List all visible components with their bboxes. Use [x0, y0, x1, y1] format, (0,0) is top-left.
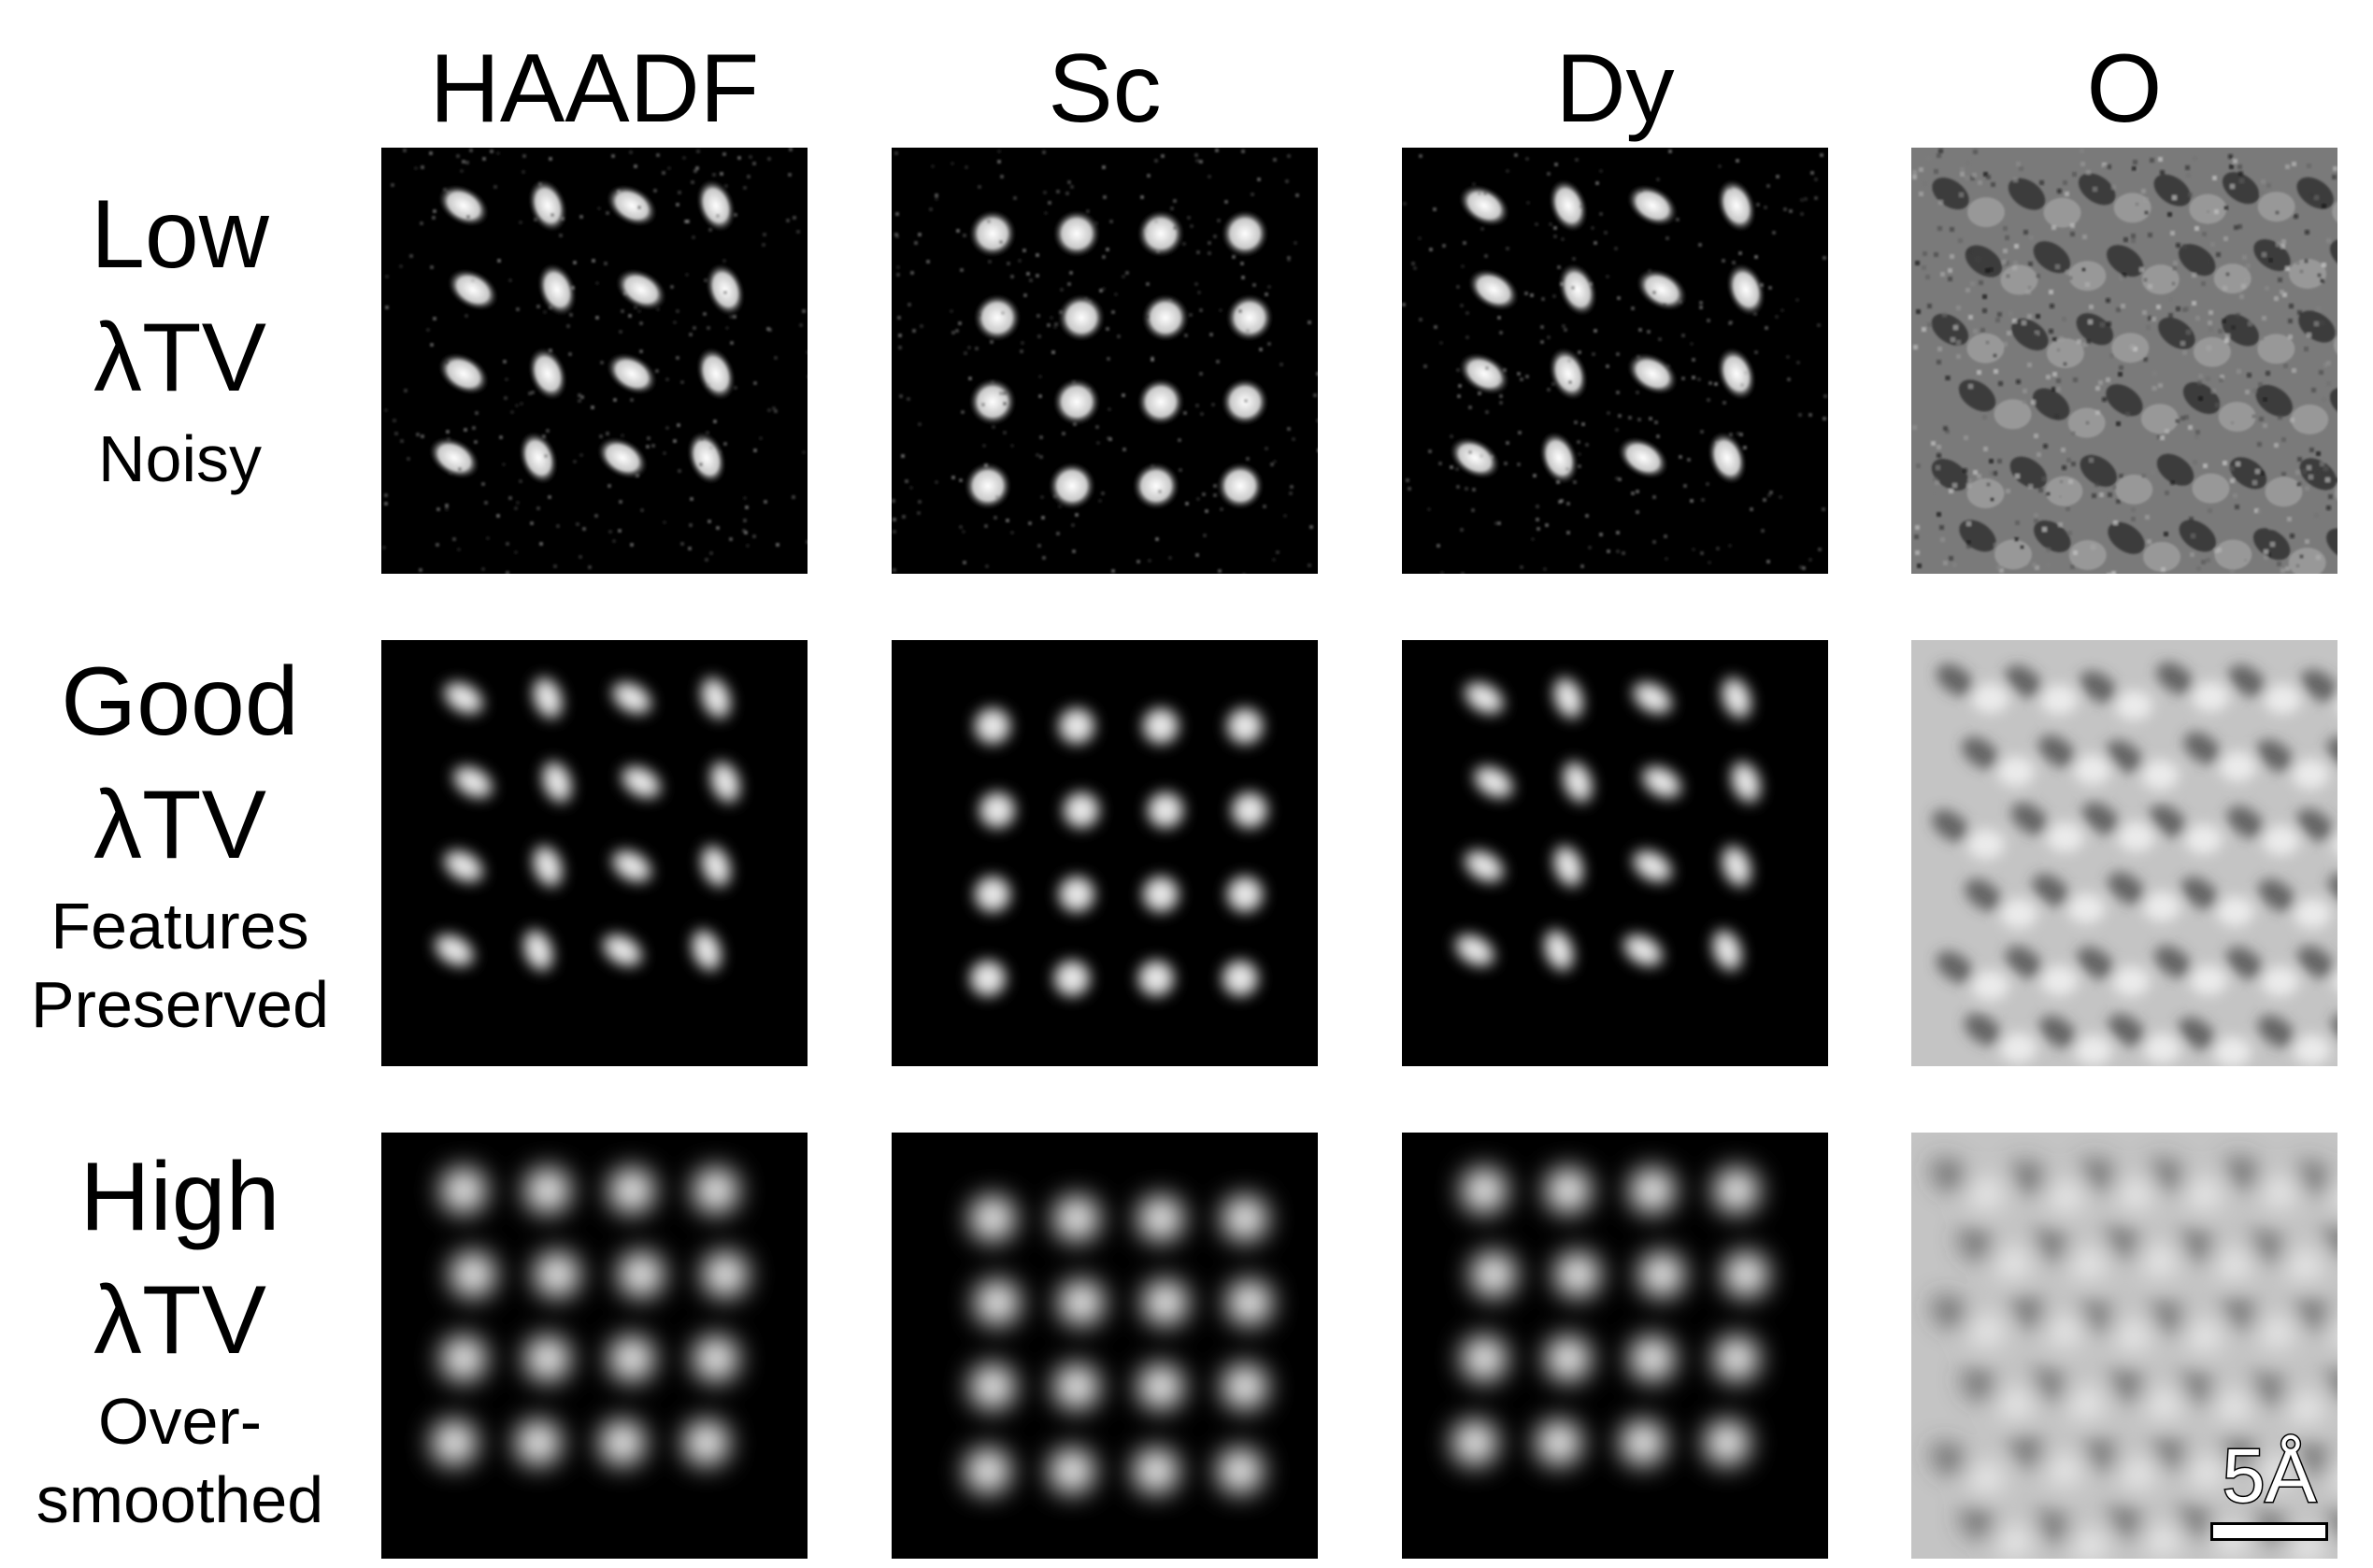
column-header-haadf: HAADF: [429, 35, 760, 143]
row-desc: Noisy: [97, 422, 263, 495]
row-title: High: [79, 1143, 280, 1251]
row-title: Low: [91, 180, 269, 289]
column-header-sc: Sc: [1048, 35, 1162, 143]
row-desc: Features: [50, 890, 309, 962]
scale-bar: 5Å: [2206, 1433, 2333, 1541]
panel-low-haadf: [381, 148, 808, 574]
row-title: Good: [61, 648, 299, 756]
row-label-high: High λTV Over- smoothed: [0, 1135, 360, 1539]
panel-high-o: [1911, 1133, 2337, 1559]
panel-high-haadf: [381, 1133, 808, 1559]
row-label-good: Good λTV Features Preserved: [0, 640, 360, 1044]
row-label-low: Low λTV Noisy: [0, 173, 360, 498]
panel-low-dy: [1402, 148, 1828, 574]
row-desc: Over-: [98, 1385, 262, 1458]
panel-good-o: [1911, 640, 2337, 1066]
column-header-dy: Dy: [1555, 35, 1675, 143]
row-param: λTV: [93, 1266, 266, 1375]
panel-high-sc: [892, 1133, 1318, 1559]
row-desc: smoothed: [36, 1463, 324, 1536]
panel-low-o: [1911, 148, 2337, 574]
column-header-o: O: [2086, 35, 2163, 143]
row-desc: Preserved: [30, 968, 330, 1041]
panel-good-dy: [1402, 640, 1828, 1066]
panel-good-haadf: [381, 640, 808, 1066]
scale-bar-label: 5Å: [2221, 1433, 2317, 1519]
row-param: λTV: [93, 304, 266, 412]
row-param: λTV: [93, 771, 266, 879]
panel-good-sc: [892, 640, 1318, 1066]
panel-high-dy: [1402, 1133, 1828, 1559]
panel-low-sc: [892, 148, 1318, 574]
scale-bar-line: [2210, 1522, 2328, 1541]
